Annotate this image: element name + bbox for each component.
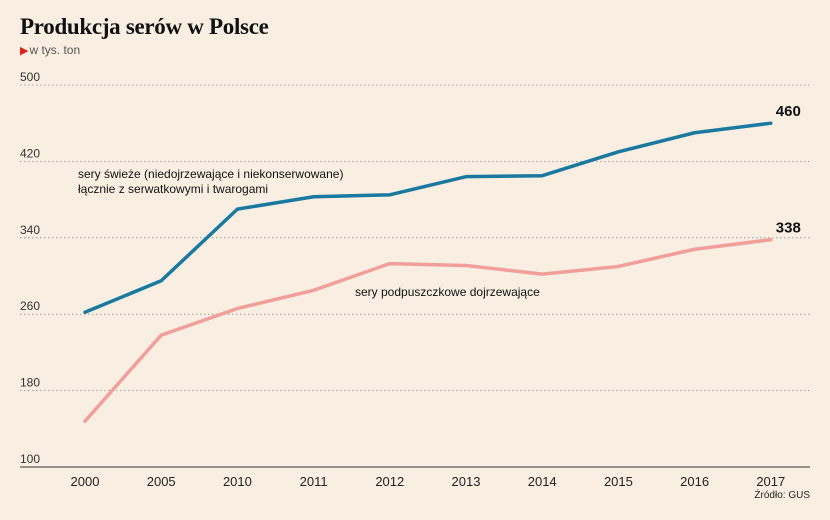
chart-title: Produkcja serów w Polsce	[20, 14, 269, 39]
series-lines	[83, 121, 773, 423]
series-label: sery podpuszczkowe dojrzewające	[355, 285, 540, 299]
source-note: Źródło: GUS	[754, 490, 810, 501]
x-tick-label: 2000	[71, 474, 100, 489]
end-value-label: 460	[776, 103, 801, 120]
x-tick-label: 2017	[756, 474, 785, 489]
y-axis: 100 180 260 340 420 500	[20, 70, 40, 466]
gridlines	[20, 84, 810, 468]
x-tick-label: 2014	[528, 474, 557, 489]
series-labels: 460 sery świeże (niedojrzewające i niekon…	[78, 103, 801, 299]
x-axis: 2000 2005 2010 2011 2012 2013 2014 2015 2016 2017	[71, 474, 786, 489]
y-tick-label: 340	[20, 223, 40, 237]
x-tick-label: 2011	[300, 474, 328, 489]
series-line	[83, 237, 773, 423]
x-tick-label: 2013	[452, 474, 481, 489]
x-tick-label: 2005	[147, 474, 176, 489]
unit-label: w tys. ton	[29, 43, 81, 57]
x-tick-label: 2016	[680, 474, 709, 489]
x-tick-label: 2012	[375, 474, 404, 489]
chart-subtitle: ▶w tys. ton	[20, 43, 80, 57]
series-label: sery świeże (niedojrzewające i niekonser…	[78, 167, 343, 181]
y-tick-label: 420	[20, 146, 40, 160]
y-tick-label: 500	[20, 70, 40, 84]
y-tick-label: 180	[20, 376, 40, 390]
y-tick-label: 260	[20, 299, 40, 313]
series-label: łącznie z serwatkowymi i twarogami	[78, 182, 268, 196]
series-line	[83, 121, 773, 315]
end-value-label: 338	[776, 220, 801, 237]
y-tick-label: 100	[20, 452, 40, 466]
x-tick-label: 2015	[604, 474, 633, 489]
x-tick-label: 2010	[223, 474, 252, 489]
triangle-icon: ▶	[20, 45, 29, 57]
